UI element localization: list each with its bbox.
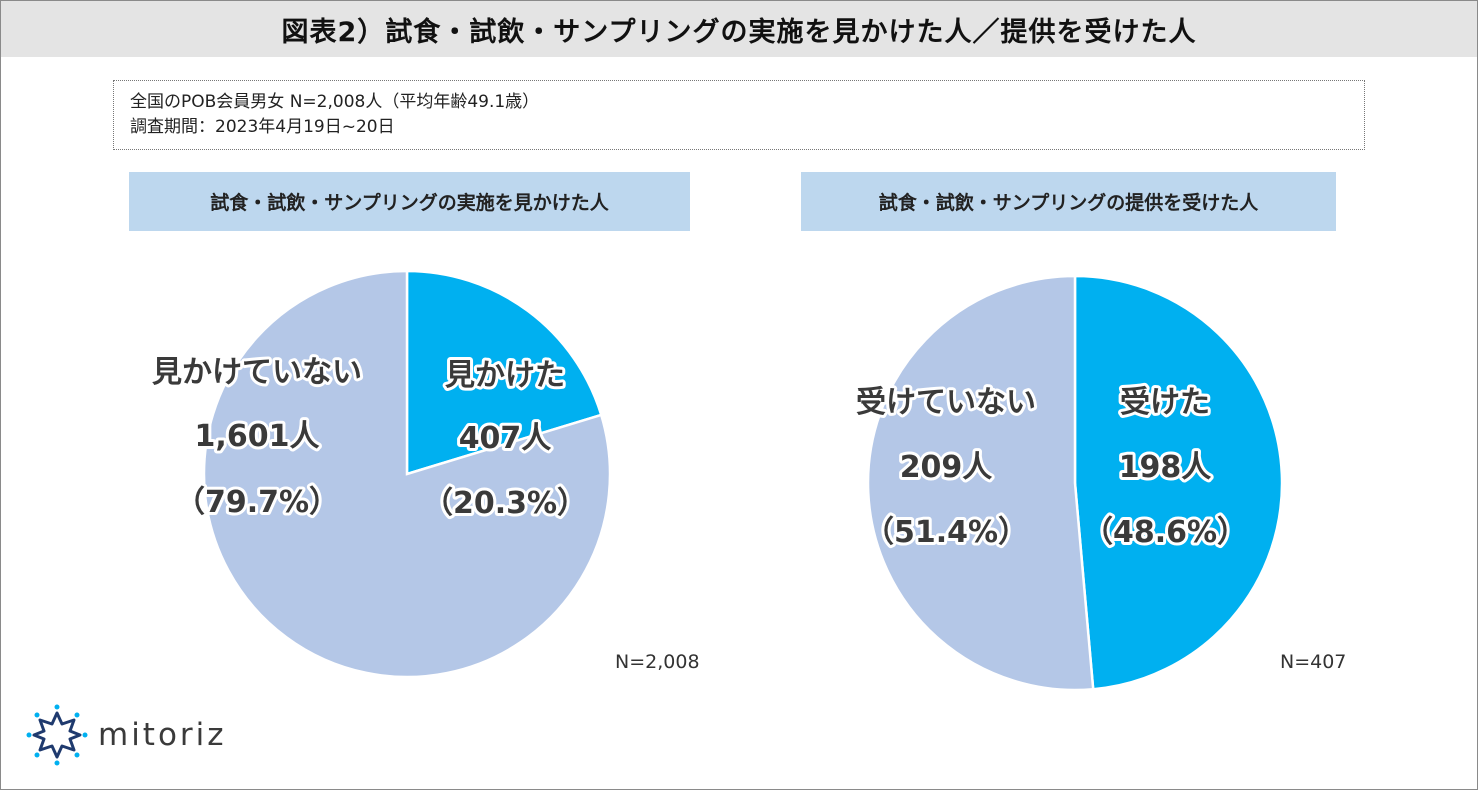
- figure-title: 図表2）試食・試飲・サンプリングの実施を見かけた人／提供を受けた人: [1, 1, 1477, 57]
- slice-label-not-received-pct: （51.4%）: [864, 515, 1028, 550]
- slice-label-not-seen-count: 1,601人: [195, 419, 320, 454]
- logo-text: mitoriz: [98, 717, 227, 753]
- right-chart-sample-size: N=407: [1280, 651, 1347, 673]
- mitoriz-logo: mitoriz: [26, 704, 227, 766]
- slice-label-seen-name: 見かけた: [445, 358, 565, 393]
- left-chart-title: 試食・試飲・サンプリングの実施を見かけた人: [129, 172, 690, 231]
- slice-label-received-count: 198人: [1119, 450, 1212, 485]
- slice-label-received-name: 受けた: [1120, 385, 1210, 420]
- pie-slice-seen: [405, 269, 603, 476]
- left-chart-sample-size: N=2,008: [615, 651, 700, 673]
- survey-info-box: 全国のPOB会員男女 N=2,008人（平均年齢49.1歳） 調査期間：2023…: [113, 80, 1365, 150]
- left-pie-chart: 見かけた 407人 （20.3%） 見かけていない 1,601人 （79.7%）: [149, 269, 612, 679]
- slice-label-seen-count: 407人: [459, 421, 552, 456]
- slice-label-not-received-name: 受けていない: [856, 385, 1036, 420]
- survey-info-line-1: 全国のPOB会員男女 N=2,008人（平均年齢49.1歳）: [130, 92, 540, 112]
- survey-info-line-2: 調査期間：2023年4月19日~20日: [130, 117, 395, 137]
- slice-label-not-seen-name: 見かけていない: [152, 355, 362, 390]
- slice-label-received-pct: （48.6%）: [1083, 515, 1247, 550]
- pie-slice-not-received: [866, 274, 1095, 692]
- pie-slice-not-seen: [202, 269, 612, 679]
- slice-label-seen-pct: （20.3%）: [423, 486, 587, 521]
- slice-label-not-seen-pct: （79.7%）: [175, 485, 339, 520]
- pie-slice-received: [1073, 274, 1284, 691]
- slice-label-not-received-count: 209人: [900, 450, 993, 485]
- right-pie-chart: 受けた 198人 （48.6%） 受けていない 209人 （51.4%）: [853, 274, 1284, 692]
- sun-burst-icon: [26, 704, 88, 766]
- right-chart-title: 試食・試飲・サンプリングの提供を受けた人: [801, 172, 1336, 231]
